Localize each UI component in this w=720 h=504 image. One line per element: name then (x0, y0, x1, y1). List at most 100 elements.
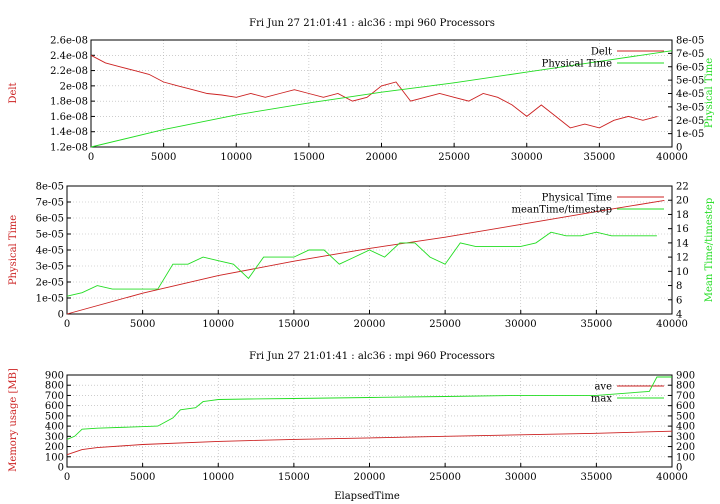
chart-1-y2tick-label: 7e-05 (676, 49, 704, 60)
chart-1-frame (90, 39, 673, 148)
chart-2-ytick-label: 1e-05 (36, 294, 64, 305)
chart-3-ytick-label: 200 (45, 442, 64, 453)
chart-1-ytick-label: 1.2e-08 (50, 143, 88, 154)
chart-1-xtick-label: 30000 (511, 152, 543, 163)
chart-2-xtick-label: 0 (64, 319, 70, 330)
chart-1-y2tick-label: 5e-05 (676, 76, 704, 87)
chart-2-ytick-label: 5e-05 (36, 230, 64, 241)
chart-1-y2tick-label: 3e-05 (676, 102, 704, 113)
chart-3-ytick-label: 700 (45, 391, 64, 402)
chart-2-y2tick-label: 4 (676, 310, 682, 321)
chart-2-y2tick-label: 14 (676, 238, 689, 249)
chart-2-xtick-label: 20000 (354, 319, 386, 330)
chart-3-y2tick-label: 900 (676, 371, 695, 382)
chart-3-xtick-label: 20000 (354, 472, 386, 483)
chart-1-ytick-label: 2.6e-08 (50, 36, 88, 47)
chart-3-y2tick-label: 200 (676, 442, 695, 453)
chart-3-y2tick-label: 100 (676, 452, 695, 463)
chart-1-ytick-label: 2.4e-08 (50, 51, 88, 62)
chart-3-y2tick-label: 400 (676, 422, 695, 433)
chart-3-xtick-label: 40000 (656, 472, 688, 483)
chart-3-ytick-label: 500 (45, 411, 64, 422)
chart-1-ytick-label: 2.2e-08 (50, 66, 88, 77)
chart-2-ylabel: Physical Time (8, 215, 19, 285)
chart-2-y2label: Mean Time/timestep (704, 198, 715, 302)
chart-1-ytick-label: 1.4e-08 (50, 127, 88, 138)
chart-3-xtick-label: 15000 (278, 472, 310, 483)
chart-3-ylabel: Memory usage [MB] (8, 368, 19, 472)
chart-2-y2tick-label: 12 (676, 253, 689, 264)
chart-2-legend-label: meanTime/timestep (511, 205, 612, 216)
chart-1-xtick-label: 25000 (438, 152, 470, 163)
chart-3-ytick-label: 600 (45, 401, 64, 412)
chart-2-ytick-label: 7e-05 (36, 198, 64, 209)
chart-1-xtick-label: 40000 (656, 152, 688, 163)
chart-2-xtick-label: 35000 (580, 319, 612, 330)
chart-2-xtick-label: 5000 (130, 319, 155, 330)
chart-1-xtick-label: 10000 (220, 152, 252, 163)
chart-2-ytick-label: 2e-05 (36, 278, 64, 289)
chart-1-xtick-label: 0 (88, 152, 94, 163)
chart-3-y2tick-label: 0 (676, 463, 682, 474)
chart-2-ytick-label: 4e-05 (36, 246, 64, 257)
chart-1-title: Fri Jun 27 21:01:41 : alc36 : mpi 960 Pr… (249, 18, 495, 29)
chart-3-legend-label: ave (594, 382, 612, 393)
chart-3-ytick-label: 900 (45, 371, 64, 382)
chart-2-xtick-label: 40000 (656, 319, 688, 330)
chart-1-y2tick-label: 4e-05 (676, 89, 704, 100)
chart-1-y2tick-label: 0 (676, 143, 682, 154)
chart-3-y2tick-label: 700 (676, 391, 695, 402)
chart-1-y2label: Physical Time (704, 58, 715, 128)
chart-2-y2tick-label: 20 (676, 196, 689, 207)
chart-2-xtick-label: 15000 (278, 319, 310, 330)
chart-1-xtick-label: 20000 (366, 152, 398, 163)
chart-1-y2tick-label: 8e-05 (676, 36, 704, 47)
chart-3-ytick-label: 300 (45, 432, 64, 443)
chart-3-xtick-label: 10000 (202, 472, 234, 483)
chart-2-series-physical-time-line (66, 199, 665, 315)
chart-3-xtick-label: 5000 (130, 472, 155, 483)
chart-2-series-meantime-timestep-line (66, 231, 657, 297)
chart-2-ytick-label: 0 (58, 310, 64, 321)
chart-3-y2tick-label: 300 (676, 432, 695, 443)
chart-2-legend-label: Physical Time (542, 193, 612, 204)
chart-2-xtick-label: 25000 (429, 319, 461, 330)
chart-2-ytick-label: 8e-05 (36, 182, 64, 193)
chart-2-y2tick-label: 22 (676, 182, 689, 193)
chart-3-ytick-label: 0 (58, 463, 64, 474)
plots-layer: 1.2e-08 1.4e-08 1.6e-08 1.8e-08 2e-08 2.2e-08… (36, 36, 705, 484)
chart-1-ylabel: Delt (8, 82, 19, 103)
chart-2-ytick-label: 3e-05 (36, 262, 64, 273)
chart-1-xtick-label: 15000 (293, 152, 325, 163)
chart-1-y2tick-label: 6e-05 (676, 62, 704, 73)
chart-3-ytick-label: 400 (45, 422, 64, 433)
chart-3-y2tick-label: 500 (676, 411, 695, 422)
chart-2-y2tick-label: 18 (676, 210, 689, 221)
chart-1-y2tick-label: 2e-05 (676, 116, 704, 127)
chart-2-y2tick-label: 8 (676, 281, 682, 292)
chart-2-xtick-label: 30000 (505, 319, 537, 330)
chart-3-title: Fri Jun 27 21:01:41 : alc36 : mpi 960 Pr… (249, 351, 495, 362)
chart-3-xtick-label: 30000 (505, 472, 537, 483)
chart-1-xtick-label: 5000 (151, 152, 176, 163)
chart-1-y2tick-label: 1e-05 (676, 129, 704, 140)
chart-2-ytick-label: 6e-05 (36, 214, 64, 225)
chart-3-xtick-label: 25000 (429, 472, 461, 483)
chart-1-ytick-label: 1.6e-08 (50, 112, 88, 123)
chart-1-ytick-label: 2e-08 (60, 81, 88, 92)
chart-1-ytick-label: 1.8e-08 (50, 97, 88, 108)
chart-2-xtick-label: 10000 (202, 319, 234, 330)
chart-3-ytick-label: 100 (45, 452, 64, 463)
chart-1-xtick-label: 35000 (583, 152, 615, 163)
chart-1-series-delt-line (90, 54, 658, 129)
chart-3-xtick-label: 35000 (580, 472, 612, 483)
chart-2-y2tick-label: 16 (676, 224, 689, 235)
chart-2-y2tick-label: 10 (676, 267, 689, 278)
chart-3-frame (66, 374, 673, 468)
chart-2-frame (66, 185, 673, 315)
chart-2-y2tick-label: 6 (676, 295, 682, 306)
chart-3-y2tick-label: 800 (676, 381, 695, 392)
chart-3-xlabel: ElapsedTime (334, 491, 400, 502)
chart-3-series-ave-line (66, 430, 673, 456)
